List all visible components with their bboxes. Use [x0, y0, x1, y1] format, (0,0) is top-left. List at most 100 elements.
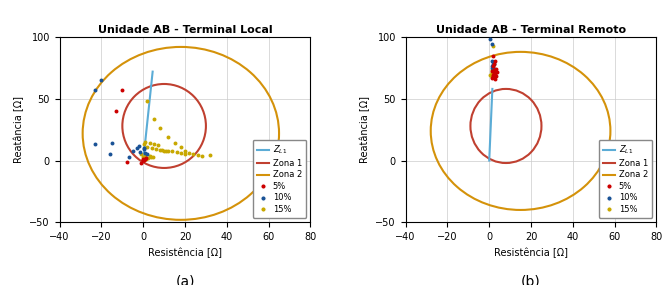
- Title: Unidade AB - Terminal Local: Unidade AB - Terminal Local: [97, 25, 272, 35]
- Point: [490, 76, 501, 81]
- Point: [121, 160, 132, 165]
- Point: [139, 142, 150, 147]
- Title: Unidade AB - Terminal Remoto: Unidade AB - Terminal Remoto: [436, 25, 626, 35]
- Legend: $Z_{L1}$, Zona 1, Zona 2, 5%, 10%, 15%: $Z_{L1}$, Zona 1, Zona 2, 5%, 10%, 15%: [599, 140, 652, 218]
- Point: [176, 151, 186, 155]
- Legend: $Z_{L1}$, Zona 1, Zona 2, 5%, 10%, 15%: $Z_{L1}$, Zona 1, Zona 2, 5%, 10%, 15%: [253, 140, 306, 218]
- Point: [487, 65, 497, 70]
- Point: [151, 147, 161, 152]
- Point: [136, 152, 147, 156]
- Point: [139, 158, 149, 162]
- Point: [154, 126, 165, 131]
- Point: [489, 60, 499, 65]
- Point: [485, 36, 496, 41]
- Point: [487, 43, 498, 48]
- Point: [487, 75, 497, 80]
- Point: [152, 143, 163, 147]
- Point: [96, 78, 107, 83]
- Point: [123, 154, 134, 159]
- Point: [117, 88, 128, 92]
- Y-axis label: Reatância [Ω]: Reatância [Ω]: [13, 96, 24, 163]
- Point: [149, 142, 159, 147]
- Point: [489, 71, 499, 76]
- Point: [176, 145, 186, 149]
- Point: [139, 157, 150, 162]
- Point: [111, 109, 121, 113]
- Point: [145, 154, 155, 158]
- Point: [188, 152, 199, 157]
- Point: [159, 148, 170, 153]
- Point: [145, 155, 156, 160]
- Point: [180, 152, 190, 157]
- Point: [142, 145, 152, 149]
- Point: [489, 75, 499, 79]
- Point: [141, 156, 152, 161]
- Point: [180, 148, 190, 153]
- Text: (a): (a): [175, 274, 195, 285]
- Point: [127, 148, 138, 153]
- Point: [142, 99, 152, 103]
- Point: [140, 153, 151, 158]
- Point: [147, 154, 158, 159]
- Point: [489, 67, 499, 72]
- Point: [489, 62, 499, 66]
- Point: [105, 152, 115, 157]
- Point: [489, 62, 500, 66]
- Point: [192, 153, 203, 157]
- Point: [488, 64, 499, 69]
- Point: [492, 70, 503, 74]
- Point: [491, 66, 501, 71]
- Point: [90, 142, 101, 147]
- X-axis label: Resistência [Ω]: Resistência [Ω]: [148, 248, 222, 258]
- Point: [488, 72, 499, 77]
- Point: [132, 146, 143, 150]
- Point: [163, 135, 174, 139]
- Point: [138, 157, 149, 162]
- Point: [196, 154, 207, 158]
- Point: [167, 148, 178, 153]
- Point: [147, 146, 157, 150]
- Point: [107, 141, 117, 146]
- Point: [487, 72, 497, 76]
- Point: [90, 88, 101, 92]
- Point: [169, 141, 180, 146]
- Point: [486, 68, 497, 73]
- Point: [141, 156, 152, 160]
- Point: [154, 148, 165, 152]
- Point: [488, 72, 499, 77]
- Point: [488, 74, 499, 79]
- Point: [487, 69, 497, 74]
- Point: [139, 158, 150, 162]
- Point: [485, 73, 496, 78]
- Point: [140, 151, 151, 155]
- Point: [137, 158, 148, 162]
- Point: [171, 150, 182, 154]
- Point: [205, 153, 215, 157]
- Point: [140, 140, 151, 144]
- Point: [138, 158, 149, 162]
- Point: [135, 150, 145, 154]
- Text: (b): (b): [521, 274, 541, 285]
- X-axis label: Resistência [Ω]: Resistência [Ω]: [494, 248, 568, 258]
- Point: [487, 42, 497, 46]
- Point: [488, 64, 499, 68]
- Point: [490, 59, 501, 63]
- Point: [486, 64, 497, 68]
- Point: [145, 141, 155, 146]
- Point: [139, 146, 150, 150]
- Point: [134, 143, 145, 148]
- Point: [140, 157, 151, 161]
- Point: [139, 147, 149, 152]
- Point: [488, 53, 499, 58]
- Point: [487, 61, 498, 66]
- Point: [491, 74, 502, 79]
- Point: [143, 156, 154, 160]
- Point: [490, 72, 501, 76]
- Point: [136, 161, 147, 165]
- Point: [163, 148, 174, 153]
- Point: [156, 148, 167, 152]
- Point: [489, 69, 499, 73]
- Point: [487, 76, 497, 80]
- Point: [142, 152, 152, 157]
- Point: [487, 69, 498, 73]
